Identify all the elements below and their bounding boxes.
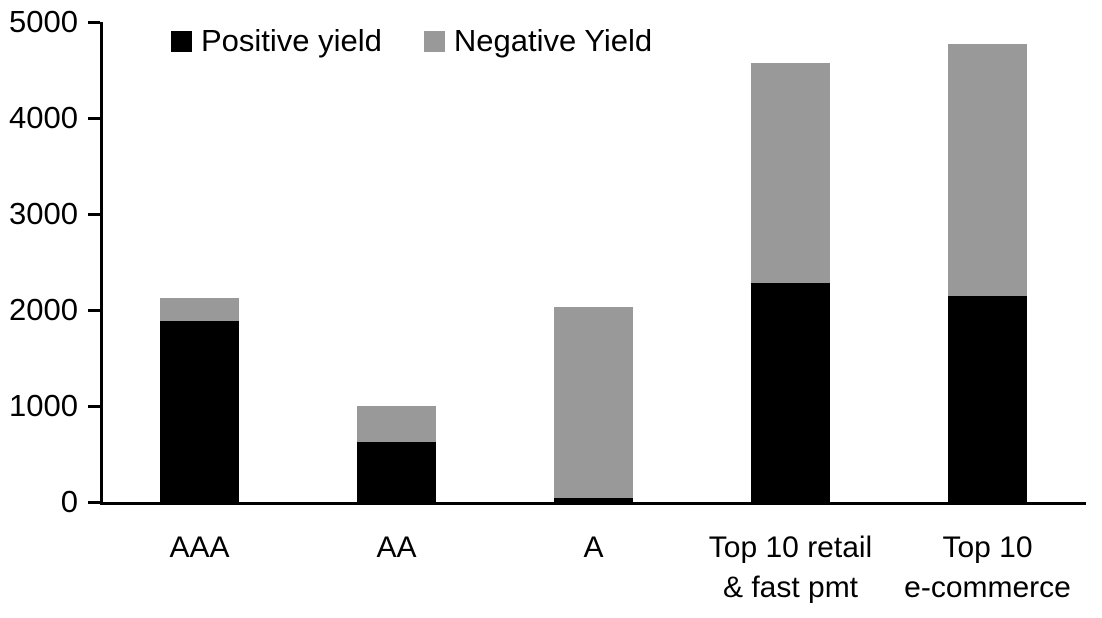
x-axis-category-label-line: A xyxy=(583,531,604,564)
x-axis-category-label-line: Top 10 retail xyxy=(708,531,873,564)
legend-label-positive-yield: Positive yield xyxy=(201,23,382,58)
negative-yield-swatch-icon xyxy=(423,30,445,52)
legend-label-negative-yield: Negative Yield xyxy=(453,23,653,58)
x-axis-category-label-line: Top 10 xyxy=(942,531,1033,564)
legend: Positive yield Negative Yield xyxy=(171,23,652,58)
y-axis-tick xyxy=(88,117,100,120)
x-axis-category-label: AAA xyxy=(60,528,340,568)
x-axis-category-label: Top 10 retail & fast pmt xyxy=(651,528,931,608)
negative-yield-segment xyxy=(751,63,830,284)
positive-yield-segment xyxy=(160,320,239,502)
x-axis-category-label-line: e-commerce xyxy=(904,571,1071,604)
negative-yield-segment xyxy=(160,298,239,321)
negative-yield-segment xyxy=(357,405,436,443)
x-axis-category-label: AA xyxy=(257,528,537,568)
positive-yield-segment xyxy=(751,283,830,502)
legend-item-positive-yield: Positive yield xyxy=(171,23,382,59)
y-axis-tick xyxy=(88,309,100,312)
legend-item-negative-yield: Negative Yield xyxy=(423,23,653,59)
positive-yield-segment xyxy=(948,295,1027,502)
y-axis-tick-label: 0 xyxy=(60,484,78,519)
y-axis-tick-label: 4000 xyxy=(9,100,78,135)
y-axis-tick xyxy=(88,213,100,216)
x-axis-category-label-line: AAA xyxy=(169,531,230,564)
y-axis-tick-label: 2000 xyxy=(9,292,78,327)
x-axis-category-label: A xyxy=(454,528,734,568)
positive-yield-segment xyxy=(357,442,436,502)
y-axis-tick-label: 5000 xyxy=(9,4,78,39)
positive-yield-segment xyxy=(554,498,633,502)
y-axis xyxy=(100,22,103,505)
x-axis-category-label-line: & fast pmt xyxy=(722,571,859,604)
negative-yield-segment xyxy=(948,44,1027,296)
y-axis-tick xyxy=(88,405,100,408)
y-axis-tick-label: 3000 xyxy=(9,196,78,231)
y-axis-tick-label: 1000 xyxy=(9,388,78,423)
negative-yield-segment xyxy=(554,307,633,499)
x-axis-category-label: Top 10 e-commerce xyxy=(848,528,1102,608)
y-axis-tick xyxy=(88,21,100,24)
y-axis-tick xyxy=(88,501,100,504)
x-axis-category-label-line: AA xyxy=(376,531,417,564)
x-axis xyxy=(100,502,1086,505)
positive-yield-swatch-icon xyxy=(171,30,192,52)
